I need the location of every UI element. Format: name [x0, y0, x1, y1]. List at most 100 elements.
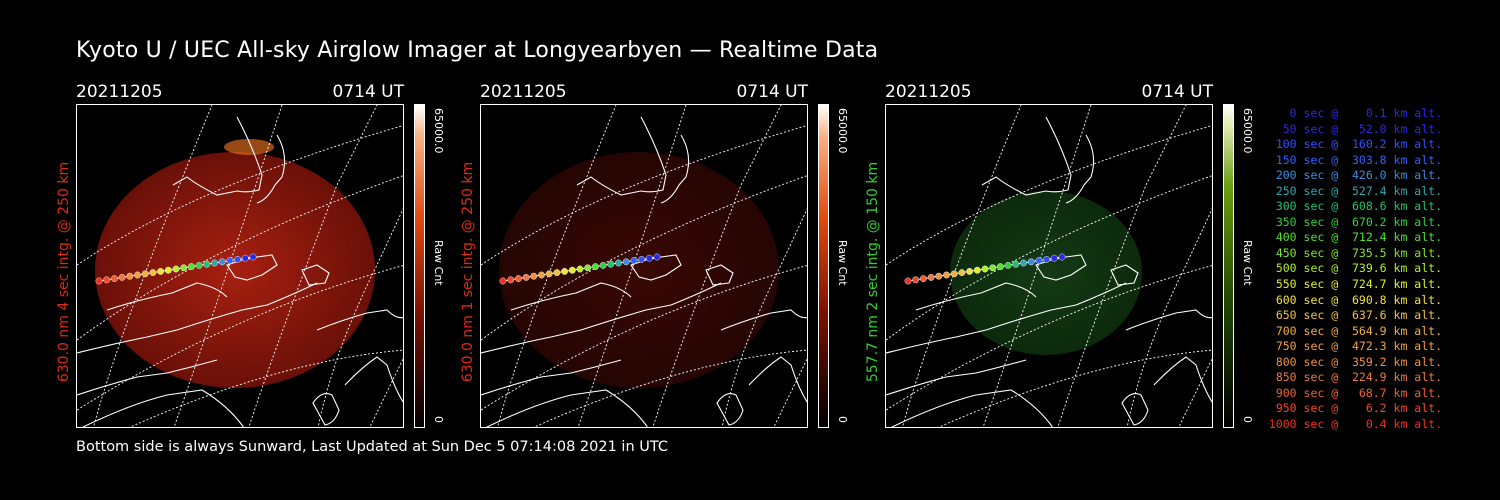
panel-time: 0714 UT	[736, 82, 809, 102]
footer-note: Bottom side is always Sunward, Last Upda…	[76, 439, 668, 455]
trajectory-point	[943, 271, 950, 279]
panel-ylabel: 557.7 nm 2 sec intg. @ 150 km	[865, 161, 881, 383]
panel-time: 0714 UT	[332, 82, 405, 102]
grid-line	[77, 125, 403, 266]
trajectory-point	[507, 276, 515, 284]
coastline	[1110, 264, 1139, 286]
grid-line	[481, 265, 807, 411]
coastline	[716, 393, 744, 426]
airglow-field	[95, 152, 375, 388]
trajectory-point	[1043, 255, 1051, 263]
coastline	[886, 282, 1127, 354]
trajectory-legend-row: 600 sec @ 690.8 km alt.	[1268, 292, 1442, 307]
trajectory-legend-row: 200 sec @ 426.0 km alt.	[1268, 168, 1442, 183]
trajectory-point	[568, 266, 576, 274]
trajectory-point	[157, 267, 165, 275]
coastline	[748, 356, 807, 403]
coastline	[316, 309, 403, 331]
trajectory-legend-row: 700 sec @ 564.9 km alt.	[1268, 323, 1442, 338]
coastline	[886, 359, 1027, 396]
grid-line	[1126, 208, 1212, 427]
trajectory-point	[149, 269, 157, 277]
trajectory-point	[1020, 259, 1027, 267]
colorbar	[1223, 104, 1234, 428]
coastline	[705, 264, 734, 286]
trajectory-point	[188, 263, 195, 271]
imager-panel-1: 20211205 0714 UT 630.0 nm 4 sec intg. @ …	[56, 82, 476, 432]
trajectory-point	[499, 277, 507, 285]
grid-line	[481, 175, 807, 341]
allsky-image	[885, 104, 1213, 428]
panel-time: 0714 UT	[1141, 82, 1214, 102]
allsky-map-svg	[481, 105, 807, 427]
coastline	[720, 309, 807, 331]
trajectory-point	[576, 265, 584, 273]
grid-line	[173, 105, 283, 427]
colorbar-max: 65000.0	[432, 108, 445, 154]
panel-ylabel: 630.0 nm 1 sec intg. @ 250 km	[460, 161, 476, 383]
colorbar-min: 0	[836, 416, 849, 423]
coastline	[481, 359, 622, 396]
coastline	[77, 359, 218, 396]
trajectory-point	[592, 263, 599, 271]
coastline	[485, 389, 648, 427]
trajectory-point	[195, 261, 203, 269]
coastline	[301, 264, 330, 286]
colorbar-unit: Raw Cnt	[1241, 240, 1254, 286]
trajectory-point	[1027, 258, 1035, 266]
grid-line	[886, 125, 1212, 266]
trajectory-point	[226, 257, 234, 265]
trajectory-point	[538, 271, 545, 279]
trajectory-point	[950, 270, 958, 278]
colorbar	[414, 104, 425, 428]
trajectory-point	[584, 264, 592, 272]
grid-line	[77, 175, 403, 341]
trajectory-point	[164, 266, 172, 274]
trajectory-point	[218, 258, 226, 266]
trajectory-point	[607, 260, 615, 268]
trajectory-legend: 0 sec @ 0.1 km alt. 50 sec @ 52.0 km alt…	[1262, 106, 1442, 432]
page-title: Kyoto U / UEC All-sky Airglow Imager at …	[76, 38, 879, 63]
trajectory-point	[180, 264, 188, 272]
trajectory-legend-row: 500 sec @ 739.6 km alt.	[1268, 261, 1442, 276]
grid-line	[533, 349, 807, 427]
coastline	[172, 116, 263, 196]
grid-line	[577, 105, 687, 427]
coastline	[1125, 309, 1212, 331]
coastline	[77, 282, 318, 354]
trajectory-point	[1004, 261, 1012, 269]
trajectory-point	[1058, 253, 1066, 261]
imager-panel-2: 20211205 0714 UT 630.0 nm 1 sec intg. @ …	[460, 82, 880, 432]
coastline	[576, 116, 667, 196]
grid-line	[369, 358, 403, 427]
allsky-image	[76, 104, 404, 428]
trajectory-point	[920, 275, 927, 283]
trajectory-point	[989, 264, 997, 272]
colorbar-max: 65000.0	[836, 108, 849, 154]
airglow-field	[950, 191, 1142, 355]
trajectory-point	[958, 269, 966, 277]
trajectory-point	[172, 265, 180, 273]
grid-line	[652, 105, 782, 427]
grid-line	[773, 358, 807, 427]
trajectory-point	[630, 257, 638, 265]
trajectory-point	[927, 273, 935, 281]
colorbar-unit: Raw Cnt	[432, 240, 445, 286]
trajectory-point	[973, 266, 981, 274]
trajectory-point	[912, 276, 920, 284]
trajectory-point	[211, 259, 218, 267]
trajectory-point	[966, 267, 974, 275]
grid-line	[982, 105, 1092, 427]
colorbar	[818, 104, 829, 428]
imager-panel-3: 20211205 0714 UT 557.7 nm 2 sec intg. @ …	[865, 82, 1285, 432]
trajectory-point	[126, 272, 134, 280]
trajectory-point	[553, 269, 561, 277]
grid-line	[886, 265, 1212, 411]
trajectory-point	[1050, 254, 1058, 262]
grid-line	[938, 349, 1212, 427]
trajectory-legend-row: 250 sec @ 527.4 km alt.	[1268, 183, 1442, 198]
trajectory-legend-row: 400 sec @ 712.4 km alt.	[1268, 230, 1442, 245]
trajectory-point	[615, 259, 622, 267]
grid-line	[481, 125, 807, 266]
trajectory-point	[545, 270, 553, 278]
